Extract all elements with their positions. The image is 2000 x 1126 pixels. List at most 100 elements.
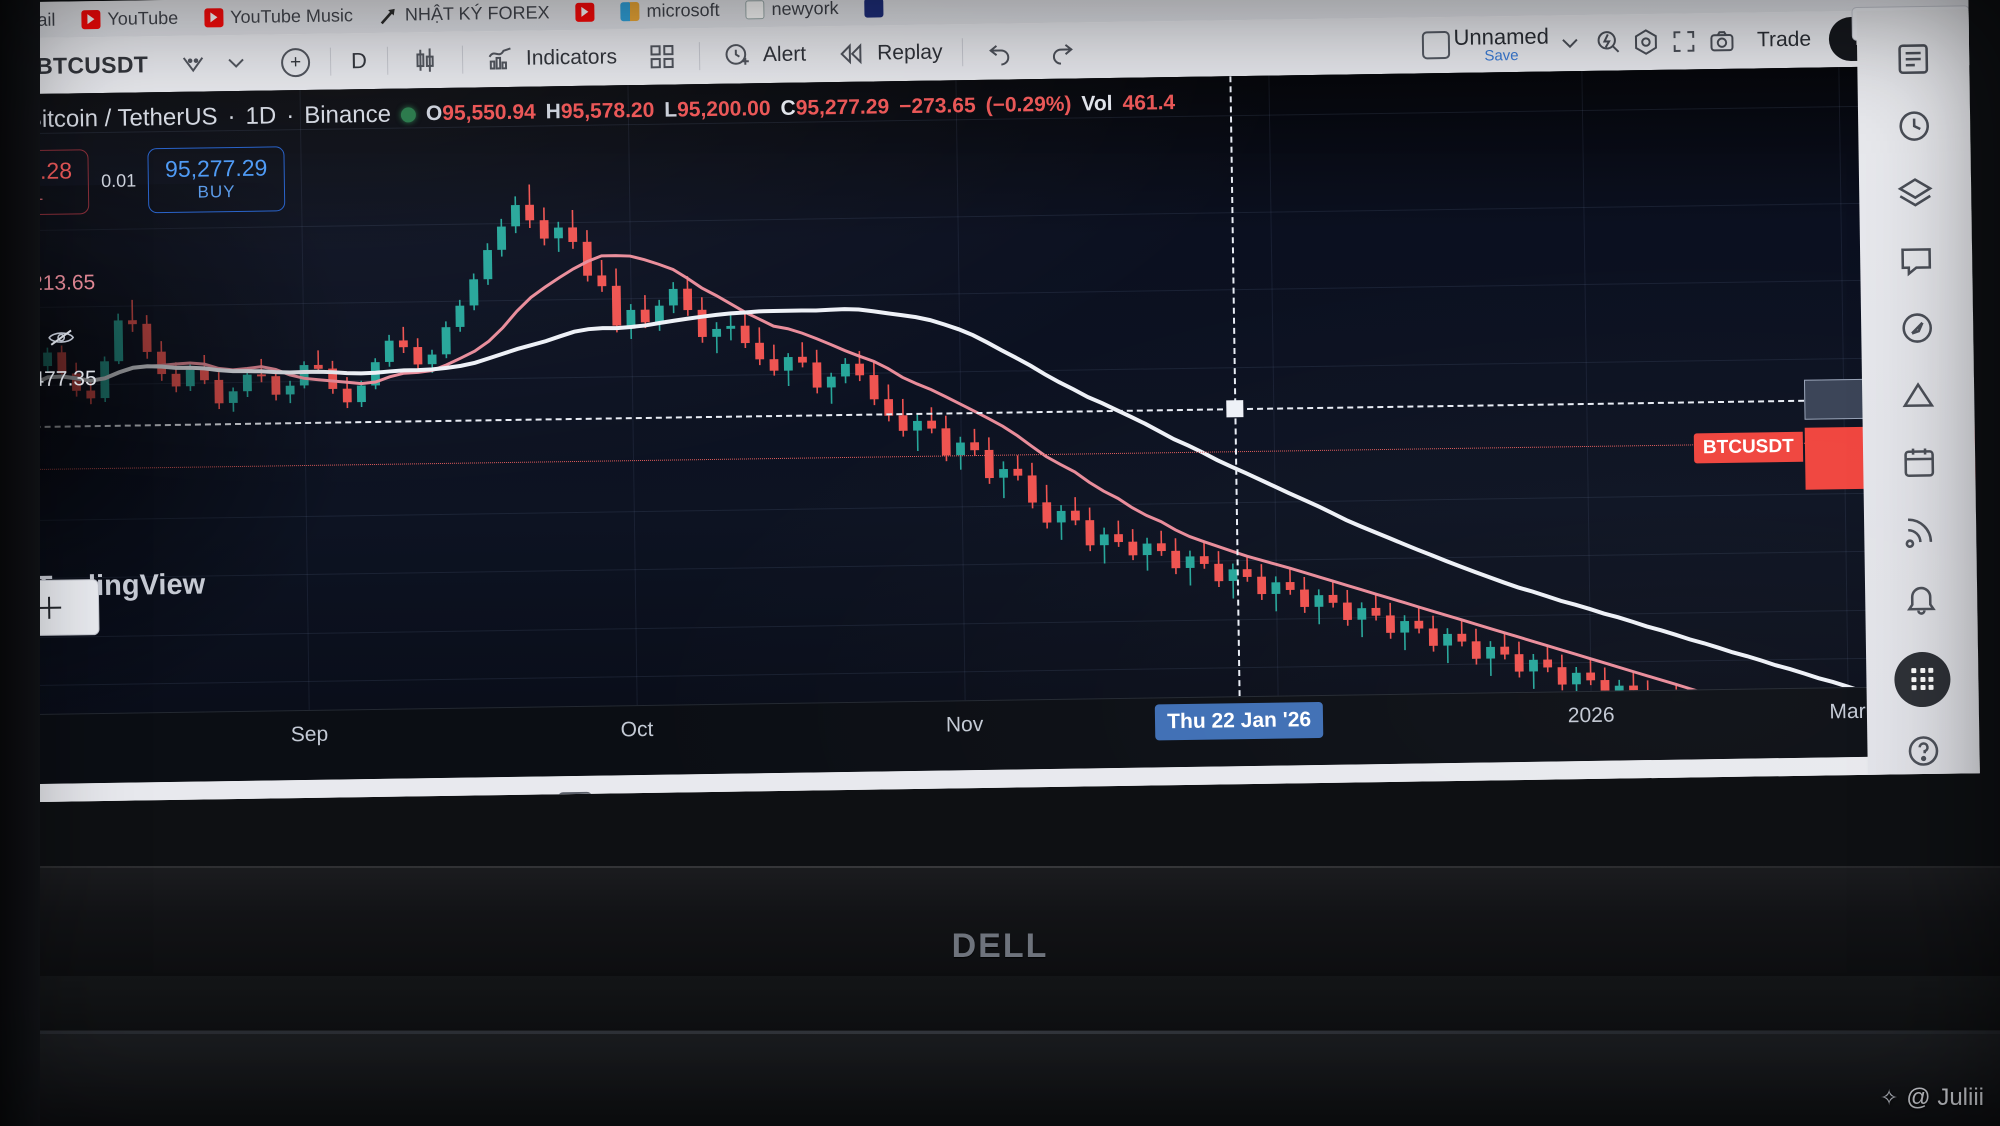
computer-screen: gmail YouTube YouTube Music NHẬT KÝ FORE… bbox=[0, 0, 1980, 803]
range-ytd[interactable]: YTD bbox=[305, 793, 371, 802]
bell-icon[interactable] bbox=[1898, 574, 1945, 620]
layers-icon[interactable] bbox=[1892, 170, 1939, 216]
legend-interval: 1D bbox=[245, 102, 277, 130]
youtube-music-icon bbox=[204, 7, 224, 27]
ohlc-h-key: H bbox=[545, 100, 562, 124]
bookmark-label: newyork bbox=[771, 0, 839, 19]
divider bbox=[698, 42, 701, 71]
alert-button[interactable]: Alert bbox=[706, 34, 821, 76]
grid-dots bbox=[1910, 667, 1935, 692]
undo-button[interactable] bbox=[969, 31, 1032, 72]
range-1m[interactable]: 1M bbox=[116, 796, 170, 802]
chart-type-button[interactable] bbox=[394, 40, 457, 81]
ohlc-c-val: 95,277.29 bbox=[795, 95, 890, 120]
bookmark-blue[interactable] bbox=[864, 0, 884, 18]
room-background bbox=[0, 0, 40, 1126]
compare-icon bbox=[176, 46, 211, 81]
grid-icon bbox=[645, 39, 680, 74]
alerts-clock-icon[interactable] bbox=[1891, 103, 1938, 149]
compare-button[interactable] bbox=[162, 43, 268, 85]
crosshair-time-label: Thu 22 Jan '26 bbox=[1154, 701, 1324, 741]
calendar-range-icon[interactable] bbox=[557, 791, 593, 803]
hidden-eye-icon[interactable] bbox=[48, 328, 75, 346]
divider bbox=[386, 46, 389, 75]
chat-icon[interactable] bbox=[1893, 238, 1940, 284]
rss-icon[interactable] bbox=[1897, 507, 1944, 553]
divider bbox=[962, 38, 964, 67]
quantity-field[interactable]: 0.01 bbox=[101, 170, 137, 191]
line-style-icon[interactable] bbox=[35, 595, 63, 621]
buy-button[interactable]: 95,277.29 BUY bbox=[147, 146, 286, 214]
layout-name-button[interactable]: Unnamed Save bbox=[1453, 23, 1550, 65]
legend-sep: · bbox=[227, 103, 236, 131]
interval-label: D bbox=[350, 48, 368, 74]
layout-name: Unnamed bbox=[1453, 23, 1550, 50]
trend-up-icon bbox=[379, 5, 398, 24]
layout-icon[interactable] bbox=[1421, 30, 1450, 60]
monitor-brand: DELL bbox=[951, 927, 1049, 965]
lightning-search-icon[interactable] bbox=[1591, 25, 1626, 60]
trade-button[interactable]: Trade bbox=[1743, 19, 1826, 60]
tradingview-toolbar: BTCUSDT + D bbox=[0, 9, 1970, 95]
indicators-icon bbox=[483, 42, 518, 77]
blue-square-icon bbox=[864, 0, 884, 18]
watermark-handle: @ Juliii bbox=[1906, 1084, 1984, 1111]
fullscreen-icon[interactable] bbox=[1667, 24, 1702, 59]
range-all[interactable]: All bbox=[501, 790, 549, 803]
crosshair-marker bbox=[1226, 400, 1244, 418]
ohlc-vol-key: Vol bbox=[1081, 91, 1113, 116]
apps-grid-icon[interactable] bbox=[1894, 651, 1951, 708]
watchlist-icon[interactable] bbox=[1890, 36, 1937, 82]
drawing-mini-toolbar[interactable] bbox=[0, 579, 100, 637]
help-icon[interactable] bbox=[1900, 728, 1947, 774]
bookmark-label: microsoft bbox=[646, 0, 720, 21]
ohlc-vol-val: 461.4 bbox=[1122, 91, 1176, 115]
divider bbox=[461, 45, 464, 74]
time-tick: Oct bbox=[620, 717, 654, 742]
camera-icon[interactable] bbox=[1705, 24, 1740, 59]
streams-icon[interactable] bbox=[1895, 372, 1942, 418]
save-label: Save bbox=[1484, 46, 1519, 65]
range-5d[interactable]: 5D bbox=[55, 797, 106, 803]
range-3m[interactable]: 3M bbox=[179, 795, 233, 802]
ohlc-o-val: 95,550.94 bbox=[442, 100, 536, 125]
bookmark-microsoft[interactable]: microsoft bbox=[620, 0, 720, 22]
bookmark-label: NHẬT KÝ FOREX bbox=[404, 1, 550, 24]
indicators-button[interactable]: Indicators bbox=[469, 37, 632, 79]
add-symbol-button[interactable]: + bbox=[267, 42, 325, 83]
tradingview-diamond-icon: ✧ bbox=[1879, 1085, 1899, 1110]
microsoft-icon bbox=[620, 1, 640, 21]
calendar-icon[interactable] bbox=[1896, 439, 1943, 485]
market-open-dot bbox=[400, 106, 417, 123]
chart-pane[interactable]: ₿ Bitcoin / TetherUS · 1D · Binance O95,… bbox=[0, 66, 1869, 715]
bookmark-youtube[interactable]: YouTube bbox=[81, 7, 178, 29]
range-6m[interactable]: 6M bbox=[242, 794, 296, 802]
gear-hex-icon[interactable] bbox=[1629, 25, 1664, 60]
chart-plot-area[interactable]: ₿ Bitcoin / TetherUS · 1D · Binance O95,… bbox=[0, 67, 1869, 715]
replay-button[interactable]: Replay bbox=[820, 32, 957, 74]
alert-label: Alert bbox=[762, 42, 807, 67]
youtube-icon bbox=[575, 2, 595, 22]
right-sidebar bbox=[1856, 9, 1980, 775]
ohlc-change: −273.65 bbox=[898, 94, 976, 119]
range-1y[interactable]: 1Y bbox=[381, 792, 431, 802]
ohlc-c-key: C bbox=[780, 96, 796, 120]
desk-edge bbox=[0, 1031, 2000, 1034]
bookmark-newyork[interactable]: newyork bbox=[745, 0, 839, 20]
ideas-icon[interactable] bbox=[1894, 305, 1941, 351]
bookmark-youtube-music[interactable]: YouTube Music bbox=[204, 5, 353, 28]
symbol-tag: BTCUSDT bbox=[1693, 431, 1803, 464]
ohlc-change-pct: (−0.29%) bbox=[985, 92, 1072, 117]
ohlc-l-val: 95,200.00 bbox=[676, 97, 771, 122]
bookmark-nhat-ky-forex[interactable]: NHẬT KÝ FOREX bbox=[379, 2, 550, 26]
symbol-label: BTCUSDT bbox=[35, 50, 149, 79]
range-5y[interactable]: 5Y bbox=[441, 791, 491, 802]
chevron-down-icon[interactable] bbox=[1553, 26, 1588, 61]
redo-button[interactable] bbox=[1031, 30, 1094, 71]
templates-button[interactable] bbox=[631, 36, 694, 77]
time-tick: Sep bbox=[290, 722, 329, 747]
interval-button[interactable]: D bbox=[337, 41, 381, 82]
bookmark-youtube-2[interactable] bbox=[575, 2, 595, 22]
chart-clock: 10:36:39 UTC+7 bbox=[1737, 774, 1901, 802]
redo-icon bbox=[1045, 33, 1080, 68]
